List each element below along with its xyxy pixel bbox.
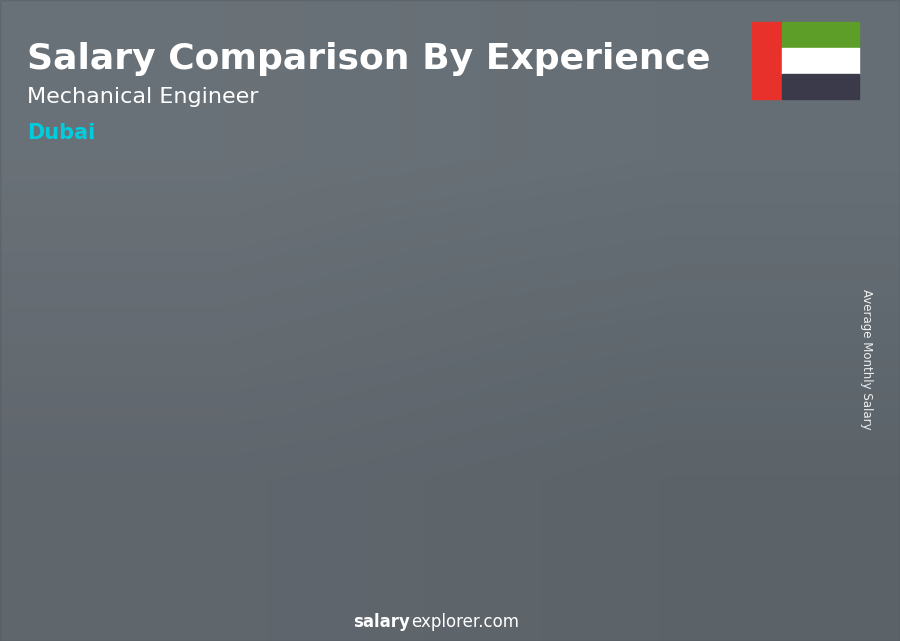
Polygon shape <box>526 267 540 551</box>
Polygon shape <box>85 417 165 422</box>
Bar <box>85 422 150 423</box>
Text: 20,900 AED: 20,900 AED <box>572 290 653 303</box>
Bar <box>585 254 651 256</box>
Bar <box>335 327 343 551</box>
Bar <box>782 22 860 48</box>
Text: +21%: +21% <box>392 232 455 251</box>
Bar <box>752 22 782 99</box>
Polygon shape <box>585 241 665 254</box>
Text: explorer.com: explorer.com <box>411 613 519 631</box>
Text: +34%: +34% <box>142 331 205 350</box>
Bar <box>218 378 275 551</box>
Bar <box>460 279 468 551</box>
Bar <box>93 422 150 551</box>
Bar <box>585 254 593 551</box>
Bar <box>210 378 275 379</box>
Polygon shape <box>711 225 791 239</box>
Bar <box>593 254 651 551</box>
Text: 19,200 AED: 19,200 AED <box>447 312 528 324</box>
Text: 12,200 AED: 12,200 AED <box>197 399 278 412</box>
Polygon shape <box>150 417 165 551</box>
Bar <box>468 279 526 551</box>
Text: +9%: +9% <box>525 208 574 227</box>
Text: 9,070 AED: 9,070 AED <box>76 438 148 451</box>
Bar <box>210 378 218 551</box>
Text: Dubai: Dubai <box>27 123 95 143</box>
Polygon shape <box>400 317 415 551</box>
Bar <box>782 48 860 74</box>
Bar <box>718 239 776 551</box>
Text: Average Monthly Salary: Average Monthly Salary <box>860 288 872 429</box>
Text: +5%: +5% <box>650 192 699 211</box>
Text: Mechanical Engineer: Mechanical Engineer <box>27 87 258 106</box>
Polygon shape <box>651 241 665 551</box>
Bar <box>85 422 93 551</box>
Bar <box>335 327 400 328</box>
Polygon shape <box>275 370 290 551</box>
Bar <box>782 74 860 99</box>
Text: Salary Comparison By Experience: Salary Comparison By Experience <box>27 42 710 76</box>
Text: salary: salary <box>353 613 410 631</box>
Bar <box>711 239 776 240</box>
Text: 15,800 AED: 15,800 AED <box>322 354 403 367</box>
Polygon shape <box>210 370 290 378</box>
Text: 22,000 AED: 22,000 AED <box>698 276 778 290</box>
Bar <box>711 239 718 551</box>
Bar <box>343 327 400 551</box>
Polygon shape <box>335 317 415 327</box>
Polygon shape <box>776 225 791 551</box>
Text: +30%: +30% <box>267 280 330 299</box>
Bar <box>460 279 526 280</box>
Polygon shape <box>460 267 540 279</box>
